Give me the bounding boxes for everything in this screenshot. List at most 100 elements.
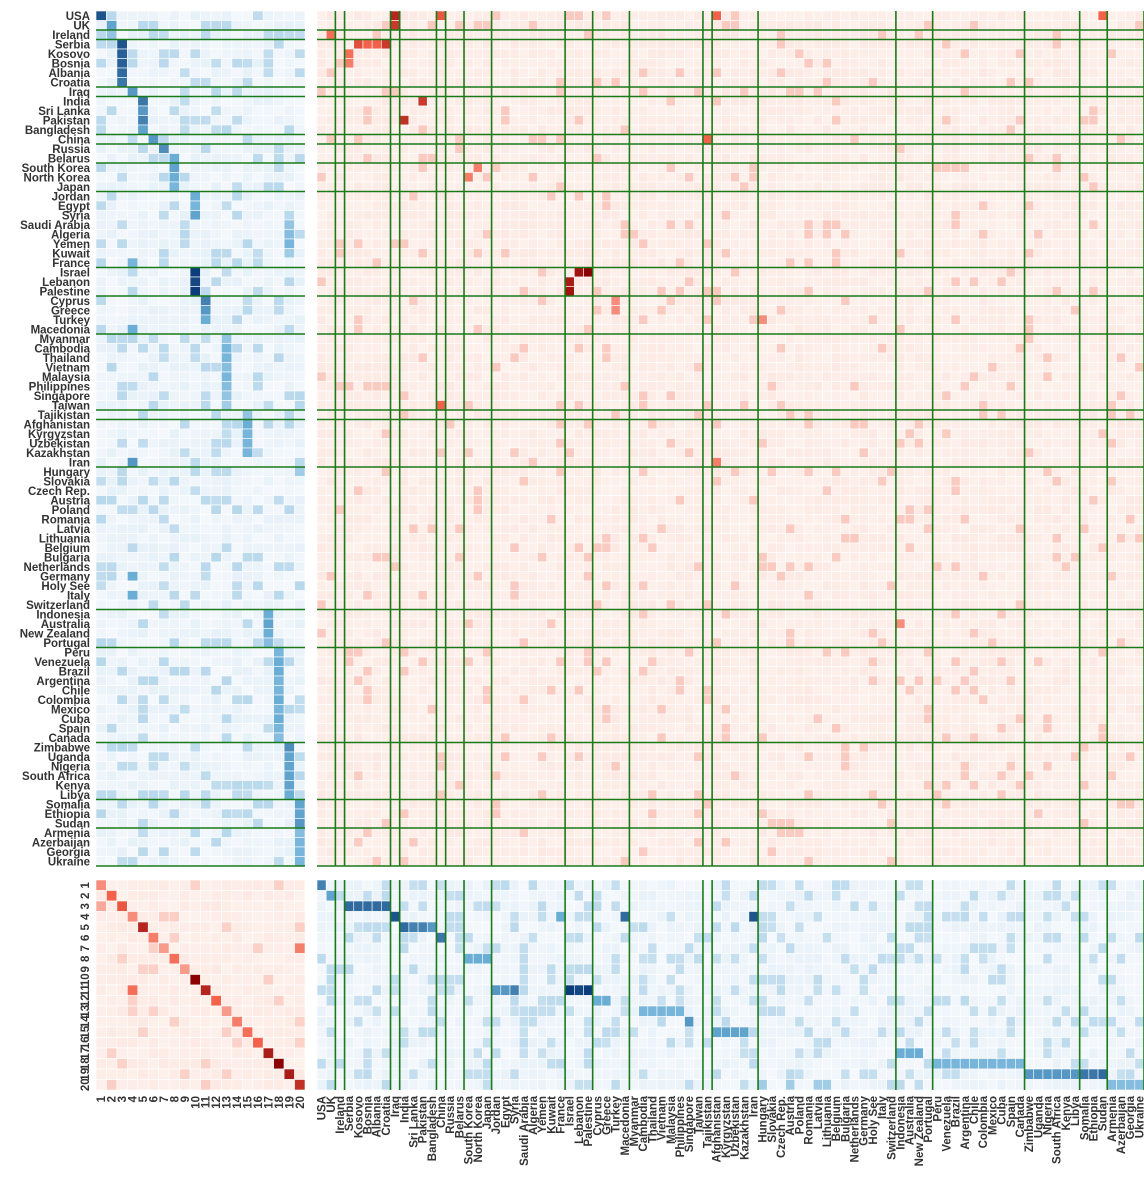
heatmap-cell [326, 135, 335, 145]
heatmap-cell [106, 439, 116, 449]
heatmap-cell [284, 676, 294, 686]
heatmap-cell [242, 68, 252, 78]
heatmap-cell [923, 220, 932, 230]
heatmap-cell [611, 40, 620, 50]
heatmap-cell [1034, 230, 1043, 240]
heatmap-cell [620, 21, 629, 31]
heatmap-cell [501, 11, 510, 21]
heatmap-cell [169, 382, 179, 392]
heatmap-cell [657, 325, 666, 335]
heatmap-cell [878, 325, 887, 335]
heatmap-cell [657, 192, 666, 202]
heatmap-cell [1025, 306, 1034, 316]
heatmap-cell [979, 59, 988, 69]
heatmap-cell [731, 40, 740, 50]
heatmap-cell [629, 87, 638, 97]
heatmap-cell [648, 30, 657, 40]
heatmap-cell [138, 648, 148, 658]
heatmap-cell [317, 287, 326, 297]
heatmap-cell [629, 116, 638, 126]
heatmap-cell [1061, 163, 1070, 173]
heatmap-cell [933, 220, 942, 230]
heatmap-cell [148, 173, 158, 183]
heatmap-cell [1043, 315, 1052, 325]
heatmap-cell [538, 154, 547, 164]
heatmap-cell [492, 296, 501, 306]
heatmap-cell [905, 59, 914, 69]
heatmap-cell [263, 847, 273, 857]
heatmap-cell [127, 154, 137, 164]
heatmap-cell [242, 600, 252, 610]
heatmap-cell [253, 543, 263, 553]
heatmap-cell [138, 125, 148, 135]
heatmap-cell [211, 629, 221, 639]
heatmap-cell [694, 334, 703, 344]
heatmap-cell [933, 315, 942, 325]
heatmap-cell [832, 220, 841, 230]
heatmap-cell [274, 11, 284, 21]
heatmap-cell [721, 59, 730, 69]
heatmap-cell [117, 610, 127, 620]
heatmap-cell [242, 809, 252, 819]
heatmap-cell [446, 201, 455, 211]
heatmap-cell [284, 496, 294, 506]
heatmap-cell [363, 173, 372, 183]
heatmap-cell [1015, 315, 1024, 325]
heatmap-cell [180, 591, 190, 601]
heatmap-cell [326, 239, 335, 249]
heatmap-cell [1070, 296, 1079, 306]
heatmap-cell [1015, 287, 1024, 297]
heatmap-cell [436, 277, 445, 287]
heatmap-cell [169, 420, 179, 430]
heatmap-cell [372, 211, 381, 221]
heatmap-cell [201, 21, 211, 31]
heatmap-cell [418, 220, 427, 230]
heatmap-cell [1061, 68, 1070, 78]
heatmap-cell [148, 486, 158, 496]
heatmap-cell [629, 277, 638, 287]
heatmap-cell [473, 125, 482, 135]
heatmap-cell [740, 144, 749, 154]
heatmap-cell [942, 144, 951, 154]
heatmap-cell [427, 182, 436, 192]
heatmap-cell [942, 315, 951, 325]
heatmap-cell [138, 581, 148, 591]
heatmap-cell [1043, 173, 1052, 183]
heatmap-cell [242, 173, 252, 183]
heatmap-cell [979, 154, 988, 164]
heatmap-cell [106, 363, 116, 373]
heatmap-cell [180, 410, 190, 420]
heatmap-cell [127, 524, 137, 534]
heatmap-cell [190, 762, 200, 772]
heatmap-cell [1135, 249, 1144, 259]
heatmap-cell [354, 268, 363, 278]
heatmap-cell [1126, 21, 1135, 31]
heatmap-cell [620, 59, 629, 69]
heatmap-cell [859, 30, 868, 40]
heatmap-cell [117, 315, 127, 325]
heatmap-cell [263, 448, 273, 458]
heatmap-cell [583, 334, 592, 344]
heatmap-cell [776, 11, 785, 21]
heatmap-cell [354, 334, 363, 344]
heatmap-cell [896, 201, 905, 211]
heatmap-cell [878, 30, 887, 40]
heatmap-cell [703, 78, 712, 88]
heatmap-cell [850, 287, 859, 297]
heatmap-cell [117, 211, 127, 221]
heatmap-cell [786, 306, 795, 316]
heatmap-cell [501, 239, 510, 249]
heatmap-cell [657, 268, 666, 278]
heatmap-cell [159, 553, 169, 563]
heatmap-cell [832, 97, 841, 107]
heatmap-cell [117, 496, 127, 506]
heatmap-cell [427, 125, 436, 135]
heatmap-cell [685, 334, 694, 344]
heatmap-cell [274, 515, 284, 525]
heatmap-cell [556, 334, 565, 344]
heatmap-cell [942, 249, 951, 259]
heatmap-cell [159, 781, 169, 791]
heatmap-cell [786, 334, 795, 344]
heatmap-cell [190, 135, 200, 145]
heatmap-cell [263, 220, 273, 230]
